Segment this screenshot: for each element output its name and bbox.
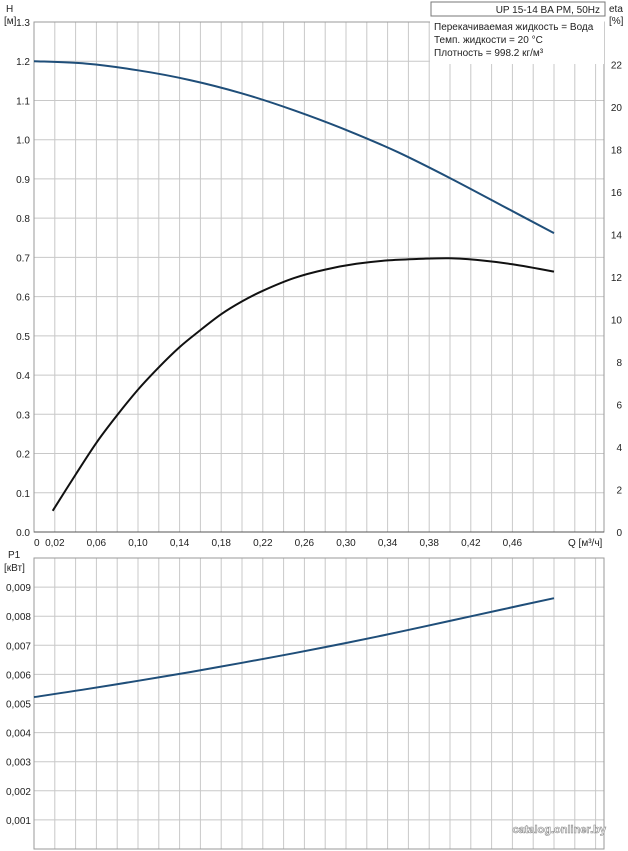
head-tick-label: 0.5 [16,332,30,343]
power-tick-label: 0,004 [6,729,31,740]
head-axis-label: H [6,4,13,15]
x-tick-label: 0,34 [378,538,398,549]
x-tick-label: 0,42 [461,538,481,549]
eta-tick-label: 18 [611,146,623,157]
power-plot-grid [34,558,604,849]
head-tick-label: 0.4 [16,371,30,382]
eta-tick-label: 8 [616,358,622,369]
power-axis-label: P1 [8,550,21,561]
x-tick-label: 0,38 [419,538,439,549]
watermark: catalog.onliner.by [512,824,606,836]
x-tick-label: 0,46 [503,538,523,549]
head-tick-label: 1.1 [16,96,30,107]
tick-labels: 0 0,02 0,06 0,10 0,14 0,18 0,22 0,26 0,30 0,34 0,3… [6,18,622,827]
eta-tick-label: 0 [616,528,622,539]
x-tick-label: 0,30 [336,538,356,549]
head-tick-label: 0.7 [16,253,30,264]
power-curve [33,597,555,699]
head-tick-label: 1.0 [16,136,30,147]
power-tick-label: 0,008 [6,612,31,623]
power-tick-label: 0,003 [6,758,31,769]
head-axis-unit: [м] [4,16,17,27]
eta-axis-unit: [%] [609,16,624,27]
eta-tick-label: 12 [611,273,623,284]
power-tick-label: 0,001 [6,816,31,827]
x-tick-label: 0,06 [87,538,107,549]
head-tick-label: 0.3 [16,410,30,421]
title-box [430,1,606,17]
x-tick-label: 0,10 [128,538,148,549]
head-tick-label: 0.2 [16,450,30,461]
eta-tick-label: 20 [611,103,623,114]
x-tick-label: 0,18 [211,538,231,549]
info-line-density: Плотность = 998.2 кг/м³ [434,48,544,59]
info-line-temperature: Темп. жидкости = 20 °C [434,35,543,46]
eta-tick-label: 22 [611,61,623,72]
power-tick-label: 0,007 [6,641,31,652]
x-tick-label: 0,14 [170,538,190,549]
head-tick-label: 0.9 [16,175,30,186]
x-tick-label: 0 [34,538,40,549]
power-plot-frame [33,557,605,850]
power-axis-unit: [кВт] [4,563,25,574]
head-tick-label: 1.3 [16,18,30,29]
eta-axis-label: eta [609,4,623,15]
power-tick-label: 0,006 [6,670,31,681]
title-box-text: UP 15-14 BA PM, 50Hz [496,5,600,16]
power-tick-label: 0,005 [6,700,31,711]
eta-tick-label: 10 [611,316,623,327]
curves [33,60,555,699]
head-tick-label: 0.0 [16,528,30,539]
eta-tick-label: 4 [616,443,622,454]
efficiency-curve [51,257,555,512]
power-tick-label: 0,002 [6,787,31,798]
head-tick-label: 0.8 [16,214,30,225]
head-tick-label: 1.2 [16,57,30,68]
x-tick-label: 0,26 [295,538,315,549]
info-line-liquid: Перекачиваемая жидкость = Вода [434,22,594,33]
eta-tick-label: 14 [611,231,623,242]
head-tick-label: 0.1 [16,489,30,500]
flow-axis-label: Q [м³/ч] [568,538,603,549]
eta-tick-label: 6 [616,401,622,412]
eta-tick-label: 2 [616,486,622,497]
x-tick-label: 0,22 [253,538,273,549]
power-tick-label: 0,009 [6,583,31,594]
head-curve [33,60,555,234]
head-tick-label: 0.6 [16,293,30,304]
info-panel [430,18,604,64]
eta-tick-label: 16 [611,188,623,199]
x-tick-label: 0,02 [45,538,65,549]
